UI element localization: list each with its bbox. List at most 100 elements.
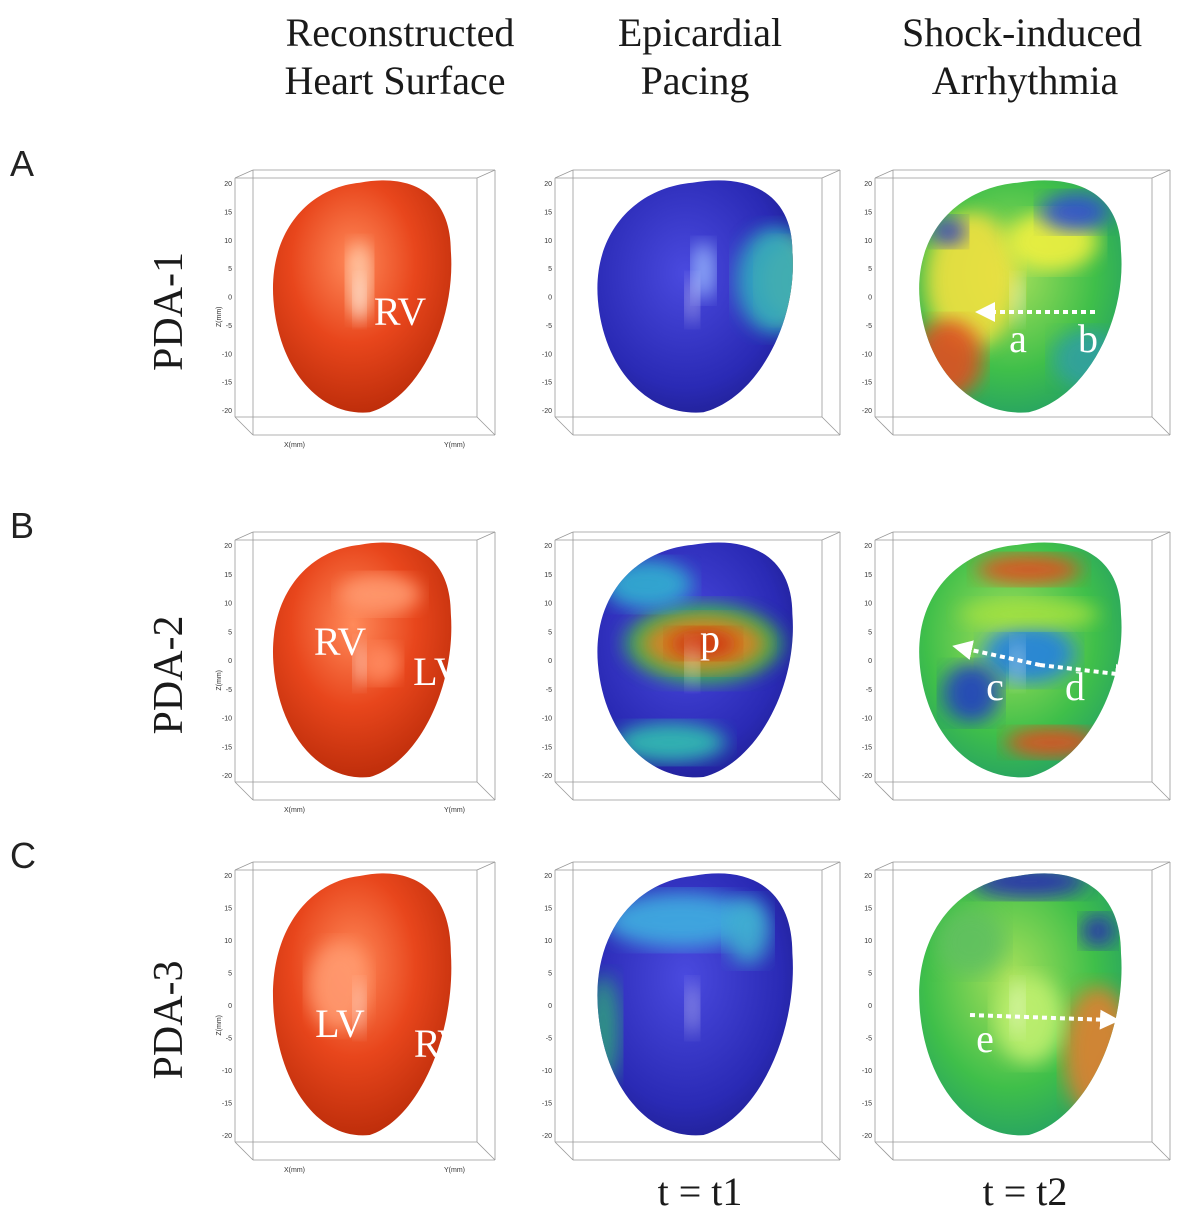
z-tick-label: -20	[862, 1133, 872, 1140]
heart-colors	[347, 241, 372, 325]
z-tick-label: -15	[222, 380, 232, 387]
z-tick-label: -20	[222, 1133, 232, 1140]
axis-box	[874, 169, 1171, 436]
column-header: Heart Surface	[285, 58, 506, 103]
heart-colors	[597, 892, 771, 1086]
box-edge	[476, 531, 496, 541]
axis-box	[874, 861, 1171, 1161]
z-tick-label: 0	[868, 295, 872, 302]
z-tick-label: 5	[228, 629, 232, 636]
z-tick-label: -10	[542, 351, 552, 358]
box-edge	[1151, 781, 1171, 801]
column-header: Pacing	[641, 58, 750, 103]
annotation: b	[1078, 316, 1098, 361]
z-tick-label: 10	[224, 938, 232, 945]
panel: 20 15 10 5 0 -5 -10 -15 -20	[542, 169, 841, 436]
color-region	[942, 663, 1001, 723]
color-region	[1040, 192, 1110, 232]
z-tick-label: -20	[542, 1133, 552, 1140]
color-region	[931, 216, 966, 247]
z-tick-label: 0	[228, 1003, 232, 1010]
column-header: Reconstructed	[286, 10, 515, 55]
box-edge	[554, 416, 574, 436]
row-letter: C	[10, 835, 36, 876]
box-edge	[821, 861, 841, 871]
highlight	[353, 980, 366, 1036]
annotation: LV	[315, 1001, 365, 1046]
z-tick-label: -15	[862, 380, 872, 387]
z-tick-label: -5	[546, 323, 552, 330]
highlight	[685, 980, 700, 1036]
highlight	[353, 275, 366, 325]
box-edge	[1151, 531, 1171, 541]
z-tick-label: -5	[226, 687, 232, 694]
box-edge	[554, 531, 574, 541]
axis-label: Y(mm)	[444, 442, 465, 449]
color-region	[919, 319, 983, 398]
z-tick-label: 0	[548, 1003, 552, 1010]
z-tick-label: 15	[544, 209, 552, 216]
axis-label: Y(mm)	[444, 807, 465, 814]
z-tick-label: 10	[864, 938, 872, 945]
box-edge	[476, 416, 496, 436]
z-tick-label: -5	[866, 687, 872, 694]
z-tick-label: 10	[224, 238, 232, 245]
column-header: Shock-induced	[902, 10, 1142, 55]
z-tick-label: -5	[866, 323, 872, 330]
z-tick-label: 5	[228, 266, 232, 273]
z-tick-label: -10	[222, 351, 232, 358]
color-region	[936, 909, 1006, 976]
box-edge	[821, 416, 841, 436]
box-edge	[554, 169, 574, 179]
z-tick-label: 20	[864, 873, 872, 880]
z-tick-label: -10	[222, 716, 232, 723]
box-edge	[874, 416, 894, 436]
box-edge	[1151, 1141, 1171, 1161]
box-edge	[554, 861, 574, 871]
heart-colors	[603, 559, 782, 763]
z-tick-label: -20	[222, 773, 232, 780]
annotation: LV	[413, 649, 463, 694]
color-region	[736, 226, 793, 335]
z-tick-label: 0	[228, 658, 232, 665]
z-tick-label: 20	[544, 543, 552, 550]
z-tick-label: -15	[862, 1101, 872, 1108]
heart	[919, 180, 1122, 413]
box-edge	[874, 1141, 894, 1161]
panel: 20 15 10 5 0 -5 -10 -15 -20 Z(mm) X(mm) Y(mm) RV LV	[216, 531, 496, 814]
axis-box	[234, 169, 496, 436]
z-tick-label: 5	[868, 971, 872, 978]
box-edge	[234, 416, 254, 436]
box-edge	[1151, 416, 1171, 436]
color-region	[603, 892, 760, 948]
z-tick-label: 20	[864, 181, 872, 188]
box-edge	[554, 781, 574, 801]
z-tick-label: -15	[222, 1101, 232, 1108]
row-letter: A	[10, 143, 34, 184]
box-edge	[476, 169, 496, 179]
z-tick-label: 0	[228, 295, 232, 302]
panel: 20 15 10 5 0 -5 -10 -15 -20 e f	[862, 861, 1171, 1161]
time-label: t = t1	[658, 1169, 743, 1210]
z-tick-label: 10	[864, 238, 872, 245]
panel: 20 15 10 5 0 -5 -10 -15 -20 p	[542, 531, 841, 801]
box-edge	[874, 169, 894, 179]
axis-box	[554, 169, 841, 436]
heart	[597, 180, 793, 413]
axis-label: Z(mm)	[216, 1015, 223, 1036]
z-tick-label: 20	[224, 543, 232, 550]
z-tick-label: -10	[862, 1068, 872, 1075]
z-tick-label: -5	[546, 1036, 552, 1043]
box-edge	[476, 861, 496, 871]
panel: 20 15 10 5 0 -5 -10 -15 -20 Z(mm) X(mm) Y(mm) LV RV	[216, 861, 496, 1174]
heart	[272, 873, 452, 1136]
z-tick-label: -5	[226, 323, 232, 330]
color-region	[959, 599, 1098, 629]
color-region	[597, 975, 621, 1086]
color-region	[1005, 727, 1098, 758]
color-region	[725, 898, 771, 965]
highlight	[1010, 638, 1025, 689]
z-tick-label: 15	[864, 209, 872, 216]
panel: 20 15 10 5 0 -5 -10 -15 -20 Z(mm) X(mm) Y(mm) RV	[216, 169, 496, 449]
row-label: PDA-2	[146, 615, 192, 734]
